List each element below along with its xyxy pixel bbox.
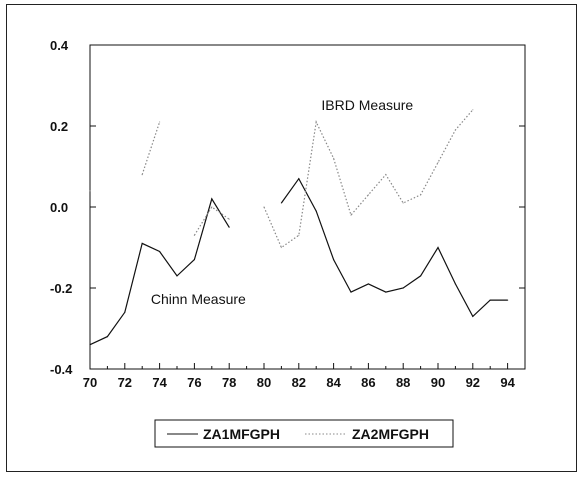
data-point-za1mfgph	[280, 202, 282, 204]
data-point-za1mfgph	[507, 299, 509, 301]
data-point-za1mfgph	[367, 283, 369, 285]
chart-frame	[6, 4, 577, 472]
y-tick-label: 0.2	[50, 119, 68, 134]
x-tick-label: 84	[326, 375, 341, 390]
data-point-za2mfgph	[333, 157, 335, 159]
data-point-za1mfgph	[228, 226, 230, 228]
data-point-za2mfgph	[228, 218, 230, 220]
x-tick-label: 82	[292, 375, 306, 390]
x-tick-label: 70	[83, 375, 97, 390]
data-point-za1mfgph	[159, 250, 161, 253]
legend-label-za2mfgph: ZA2MFGPH	[352, 426, 429, 442]
data-point-za1mfgph	[472, 315, 474, 317]
x-tick-label: 76	[187, 375, 201, 390]
x-tick-label: 86	[361, 375, 375, 390]
data-point-za1mfgph	[402, 287, 404, 289]
annotation-label: IBRD Measure	[321, 97, 413, 113]
data-point-za2mfgph	[437, 161, 439, 164]
data-point-za2mfgph	[472, 109, 474, 111]
annotations: IBRD Measure Chinn Measure	[151, 97, 414, 307]
data-point-za2mfgph	[89, 190, 91, 192]
x-tick-label: 92	[466, 375, 480, 390]
x-tick-label: 72	[118, 375, 132, 390]
data-point-za1mfgph	[211, 198, 213, 200]
legend-box	[154, 419, 454, 448]
series-lines	[89, 109, 509, 346]
data-point-za1mfgph	[141, 242, 143, 245]
annotation-label: Chinn Measure	[151, 291, 246, 307]
data-point-za1mfgph	[193, 259, 195, 261]
data-point-za2mfgph	[367, 194, 369, 196]
series-line-za2mfgph	[193, 206, 230, 236]
series-line-za2mfgph	[263, 109, 474, 249]
data-point-za1mfgph	[315, 210, 317, 212]
data-point-za1mfgph	[350, 291, 352, 293]
y-tick-label: -0.2	[50, 281, 72, 296]
x-tick-label: 74	[152, 375, 167, 390]
data-point-za2mfgph	[298, 234, 300, 236]
y-tick-label: 0.0	[50, 200, 68, 215]
data-point-za1mfgph	[385, 291, 387, 293]
y-axis: -0.4 -0.2 0.0 0.2 0.4	[50, 38, 525, 377]
x-tick-label: 90	[431, 375, 445, 390]
data-point-za2mfgph	[420, 194, 422, 196]
series-line-za1mfgph	[280, 177, 508, 318]
data-point-za1mfgph	[420, 275, 422, 277]
data-point-za1mfgph	[298, 178, 300, 180]
x-tick-label: 78	[222, 375, 236, 390]
legend-label-za1mfgph: ZA1MFGPH	[203, 426, 280, 442]
data-point-za2mfgph	[454, 129, 456, 131]
data-point-za2mfgph	[193, 234, 195, 236]
series-line-za2mfgph	[141, 121, 161, 175]
data-point-za2mfgph	[141, 174, 143, 176]
y-tick-label: 0.4	[50, 38, 69, 53]
data-point-za2mfgph	[402, 202, 404, 204]
data-point-za1mfgph	[89, 344, 91, 346]
x-tick-label: 80	[257, 375, 271, 390]
data-point-za1mfgph	[124, 311, 126, 313]
data-point-za2mfgph	[315, 121, 317, 123]
data-point-za1mfgph	[454, 283, 456, 285]
y-tick-label: -0.4	[50, 362, 73, 377]
x-axis: 70 72 74 76 78 80 82 84 86 88 90 92 94	[83, 363, 526, 390]
legend: ZA1MFGPH ZA2MFGPH	[154, 419, 454, 448]
data-point-za1mfgph	[106, 336, 108, 338]
data-point-za2mfgph	[263, 206, 265, 208]
data-point-za2mfgph	[350, 214, 352, 216]
plot-area-border	[89, 44, 526, 370]
data-point-za1mfgph	[489, 299, 491, 301]
x-tick-label: 88	[396, 375, 410, 390]
x-tick-label: 94	[500, 375, 515, 390]
data-point-za1mfgph	[176, 275, 178, 277]
data-point-za2mfgph	[159, 121, 161, 123]
series-line-za1mfgph	[89, 197, 230, 346]
data-point-za1mfgph	[333, 259, 335, 261]
data-point-za2mfgph	[280, 246, 282, 249]
data-point-za2mfgph	[385, 174, 387, 176]
data-point-za2mfgph	[211, 206, 213, 208]
data-point-za1mfgph	[437, 246, 439, 249]
